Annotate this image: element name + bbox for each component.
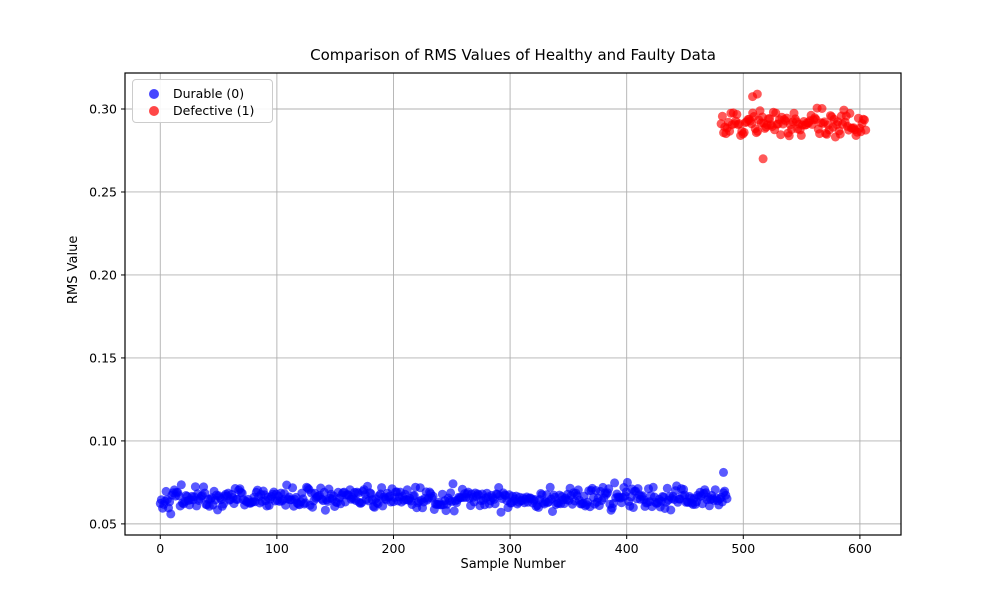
- data-point: [835, 129, 845, 139]
- data-point: [604, 484, 614, 494]
- grid-lines: [125, 73, 901, 535]
- legend-label-defective: Defective (1): [173, 103, 255, 118]
- data-point: [817, 104, 827, 113]
- data-point: [648, 482, 658, 492]
- x-tick-label: 500: [731, 541, 755, 556]
- data-point: [402, 485, 412, 495]
- defective-marker-icon: [149, 105, 159, 116]
- data-point: [622, 477, 632, 487]
- y-tick-label: 0.10: [89, 433, 117, 448]
- data-point: [548, 507, 557, 516]
- x-tick-label: 0: [156, 541, 164, 556]
- data-point: [573, 485, 583, 495]
- data-point: [320, 505, 330, 515]
- data-point: [732, 109, 742, 119]
- series-0-points: [155, 467, 732, 519]
- data-point: [377, 483, 387, 493]
- data-point: [861, 125, 871, 135]
- legend-label-durable: Durable (0): [173, 86, 245, 101]
- data-points: [155, 89, 871, 519]
- x-tick-label: 400: [615, 541, 639, 556]
- series-1-points: [716, 89, 871, 164]
- x-tick-label: 600: [848, 541, 872, 556]
- data-point: [288, 483, 298, 493]
- data-point: [717, 111, 727, 121]
- data-point: [739, 127, 749, 137]
- data-point: [662, 483, 672, 493]
- data-point: [753, 126, 763, 136]
- data-point: [628, 503, 638, 512]
- y-tick-label: 0.25: [89, 184, 117, 199]
- y-tick-label: 0.05: [89, 516, 117, 531]
- data-point: [776, 130, 786, 140]
- outlier-point: [719, 467, 728, 477]
- x-axis-label: Sample Number: [460, 557, 566, 572]
- data-point: [449, 506, 459, 516]
- legend-item-defective: Defective (1): [143, 102, 262, 119]
- axis-ticks: [121, 108, 861, 539]
- outlier-point: [758, 154, 768, 164]
- data-point: [176, 480, 186, 490]
- data-point: [428, 491, 438, 501]
- axes-frame: [124, 72, 902, 536]
- data-point: [666, 505, 676, 515]
- axis-tick-labels: 0 100 200 300 400 500 600 0.05 0.10 0.15 0.20 0.25 0…: [89, 102, 872, 556]
- outlier-point: [752, 89, 762, 99]
- data-point: [496, 507, 506, 517]
- y-tick-label: 0.20: [89, 267, 117, 282]
- data-point: [446, 488, 456, 498]
- data-point: [722, 494, 732, 504]
- durable-marker-icon: [149, 88, 159, 99]
- data-point: [710, 485, 720, 495]
- data-point: [860, 115, 869, 125]
- data-point: [448, 479, 458, 489]
- x-tick-label: 200: [382, 541, 406, 556]
- data-point: [845, 108, 855, 118]
- x-tick-label: 300: [498, 541, 522, 556]
- x-tick-label: 100: [265, 541, 289, 556]
- data-point: [174, 491, 184, 501]
- legend: Durable (0) Defective (1): [132, 79, 273, 123]
- legend-item-durable: Durable (0): [143, 85, 262, 102]
- data-point: [610, 478, 620, 488]
- chart-title: Comparison of RMS Values of Healthy and …: [310, 46, 716, 64]
- data-point: [796, 130, 806, 140]
- y-tick-label: 0.30: [89, 102, 117, 117]
- data-point: [190, 482, 200, 492]
- data-point: [166, 509, 176, 519]
- y-tick-label: 0.15: [89, 350, 117, 365]
- data-point: [545, 482, 555, 492]
- data-point: [490, 499, 500, 509]
